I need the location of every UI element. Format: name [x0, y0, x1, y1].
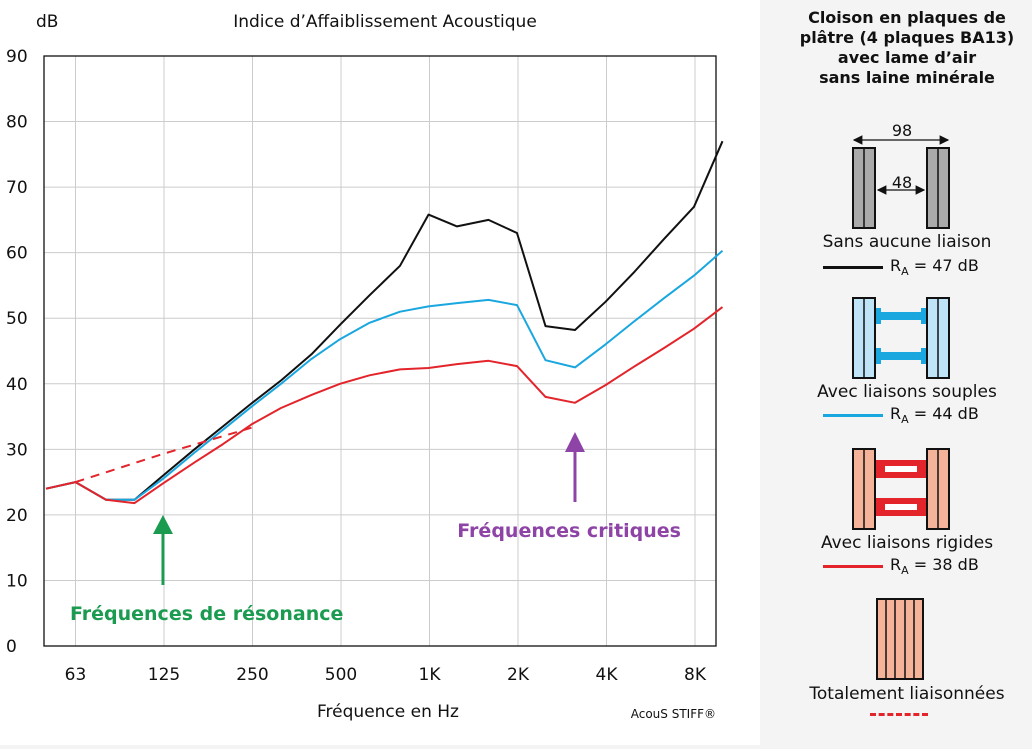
y-tick-label: 60 — [6, 244, 28, 264]
x-tick-label: 8K — [684, 665, 707, 685]
wall-diagrams — [852, 135, 950, 680]
y-tick-label: 40 — [6, 375, 28, 395]
acoustic-chart-svg: 0 10 20 30 40 50 60 70 80 90 63 125 250 500 1K 2K 4K 8K dB… — [6, 12, 724, 722]
legend-heading-line: avec lame d’air — [837, 48, 977, 67]
credit-label: AcouS STIFF® — [631, 707, 716, 721]
legend-caption: Avec liaisons souples — [817, 382, 997, 402]
y-tick-label: 0 — [6, 637, 17, 657]
wall-diagram-full — [876, 598, 924, 680]
legend-ra-value: RA = 44 dB — [890, 404, 979, 427]
x-tick-label: 125 — [148, 665, 180, 685]
resonance-arrow-head — [152, 515, 173, 534]
annotation-critical: Fréquences critiques — [457, 520, 681, 542]
legend-heading: Cloison en plaques de plâtre (4 plaques … — [782, 8, 1032, 88]
legend-heading-line: plâtre (4 plaques BA13) — [799, 28, 1015, 47]
legend-line-black — [823, 266, 883, 269]
y-tick-label: 70 — [6, 178, 28, 198]
series-line-avec-liaisons-rigides — [45, 306, 724, 505]
legend-caption: Avec liaisons rigides — [820, 533, 994, 553]
legend-line-blue — [823, 414, 883, 417]
y-tick-label: 90 — [6, 47, 28, 67]
legend-panel: Cloison en plaques de plâtre (4 plaques … — [782, 0, 1032, 745]
wall-diagram-no-link — [852, 135, 950, 229]
y-tick-label: 10 — [6, 571, 28, 591]
legend-caption: Totalement liaisonnées — [809, 684, 1005, 704]
y-axis-label: dB — [36, 12, 58, 32]
x-tick-label: 250 — [236, 665, 268, 685]
y-tick-label: 30 — [6, 440, 28, 460]
legend-heading-line: Cloison en plaques de — [808, 8, 1006, 27]
legend-caption: Sans aucune liaison — [822, 232, 992, 252]
chart-title: Indice d’Affaiblissement Acoustique — [233, 12, 537, 32]
x-tick-label: 4K — [596, 665, 619, 685]
legend-ra-value: RA = 38 dB — [890, 555, 979, 578]
y-tick-label: 50 — [6, 309, 28, 329]
x-axis-label: Fréquence en Hz — [317, 702, 459, 722]
y-tick-label: 20 — [6, 506, 28, 526]
legend-line-red-dashed — [870, 713, 928, 716]
plot-frame — [43, 55, 717, 647]
legend-ra-value: RA = 47 dB — [890, 256, 979, 279]
series-line-avec-liaisons-souples — [45, 249, 724, 501]
wall-diagram-rigid — [852, 448, 950, 530]
critical-arrow-head — [564, 432, 585, 452]
x-tick-label: 2K — [507, 665, 530, 685]
legend-line-red — [823, 565, 883, 568]
annotation-resonance: Fréquences de résonance — [70, 603, 343, 625]
series-line-sans-aucune-liaison — [45, 140, 724, 501]
chart-panel: 0 10 20 30 40 50 60 70 80 90 63 125 250 500 1K 2K 4K 8K dB… — [0, 0, 760, 745]
x-tick-label: 1K — [419, 665, 442, 685]
x-tick-label: 500 — [325, 665, 357, 685]
dimension-inner: 48 — [891, 173, 913, 192]
y-tick-label: 80 — [6, 113, 28, 133]
dimension-outer: 98 — [891, 121, 913, 140]
wall-diagram-flexible — [852, 297, 950, 379]
legend-heading-line: sans laine minérale — [819, 68, 995, 87]
x-tick-label: 63 — [65, 665, 87, 685]
